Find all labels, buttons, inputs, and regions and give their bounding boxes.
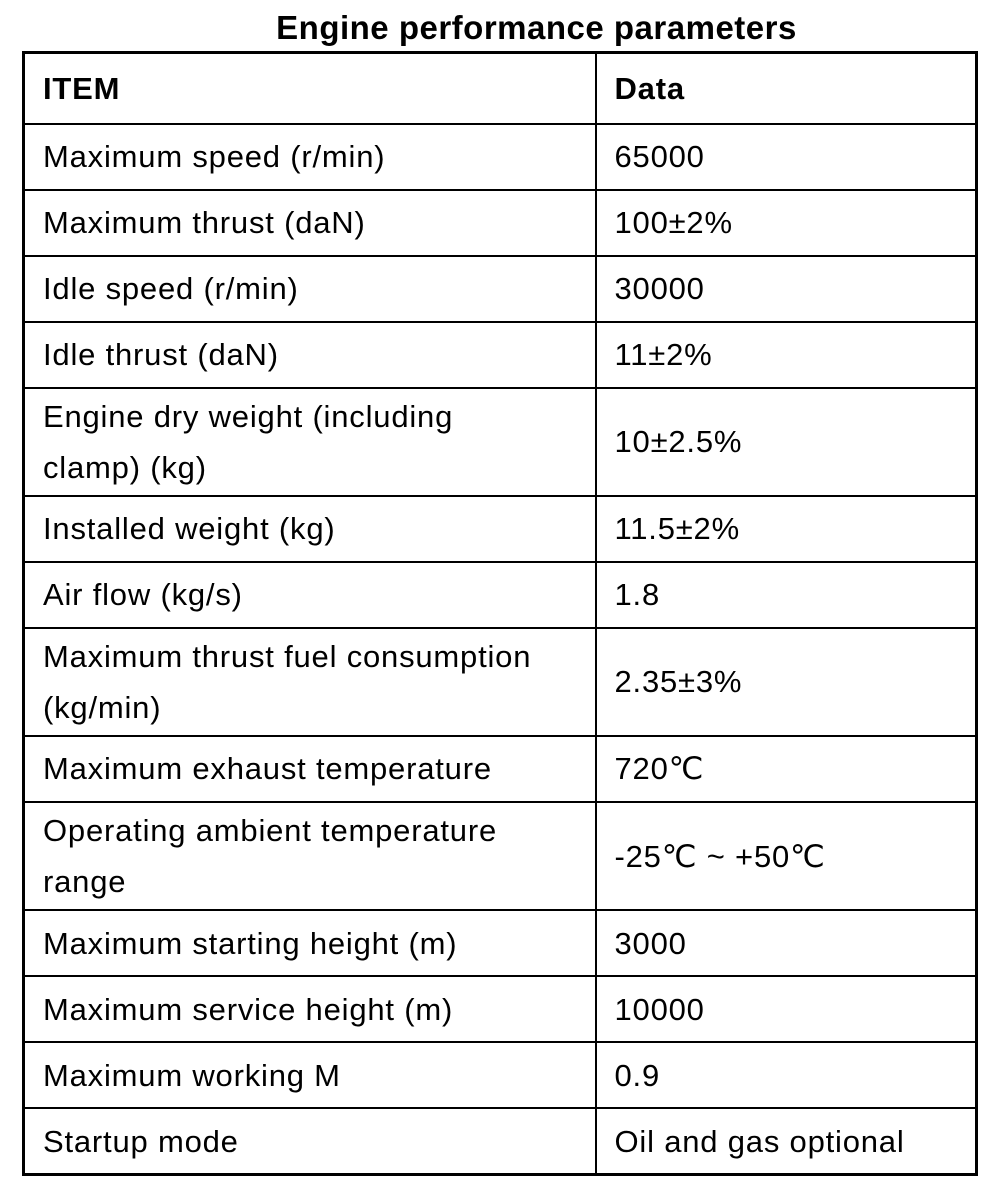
page-title: Engine performance parameters	[276, 9, 797, 46]
item-cell: Maximum starting height (m)	[22, 909, 597, 978]
header-row: ITEM Data	[22, 51, 978, 125]
item-cell: Maximum thrust fuel consumption (kg/min)	[22, 626, 597, 738]
item-cell: Maximum exhaust temperature	[22, 735, 597, 804]
table-row: Air flow (kg/s) 1.8	[22, 560, 978, 629]
item-cell: Idle speed (r/min)	[22, 254, 597, 323]
table-row: Maximum thrust (daN) 100±2%	[22, 188, 978, 257]
table-row: Maximum working M 0.9	[22, 1041, 978, 1110]
item-cell: Air flow (kg/s)	[22, 560, 597, 629]
table-row: Installed weight (kg) 11.5±2%	[22, 494, 978, 563]
table-row: Maximum service height (m) 10000	[22, 975, 978, 1044]
table-body: Maximum speed (r/min) 65000 Maximum thru…	[22, 122, 978, 1176]
data-cell: 720℃	[594, 735, 978, 804]
data-cell: 0.9	[594, 1041, 978, 1110]
table-row: Maximum thrust fuel consumption (kg/min)…	[22, 626, 978, 738]
table-row: Maximum speed (r/min) 65000	[22, 122, 978, 191]
data-cell: 11.5±2%	[594, 494, 978, 563]
table-row: Startup mode Oil and gas optional	[22, 1107, 978, 1176]
table-row: Engine dry weight (including clamp) (kg)…	[22, 386, 978, 497]
data-cell: 100±2%	[594, 188, 978, 257]
engine-parameters-table: ITEM Data Maximum speed (r/min) 65000 Ma…	[22, 51, 978, 1176]
data-cell: Oil and gas optional	[594, 1107, 978, 1176]
data-cell: 10±2.5%	[594, 386, 978, 497]
data-cell: 2.35±3%	[594, 626, 978, 738]
item-cell: Maximum service height (m)	[22, 975, 597, 1044]
table-row: Operating ambient temperature range -25℃…	[22, 801, 978, 912]
data-cell: 30000	[594, 254, 978, 323]
table-header: ITEM Data	[22, 51, 978, 125]
table-row: Maximum exhaust temperature 720℃	[22, 735, 978, 804]
item-cell: Engine dry weight (including clamp) (kg)	[22, 386, 597, 497]
table-row: Maximum starting height (m) 3000	[22, 909, 978, 978]
data-cell: 10000	[594, 975, 978, 1044]
item-cell: Maximum working M	[22, 1041, 597, 1110]
table-row: Idle thrust (daN) 11±2%	[22, 320, 978, 389]
item-cell: Maximum speed (r/min)	[22, 122, 597, 191]
item-cell: Installed weight (kg)	[22, 494, 597, 563]
data-cell: 11±2%	[594, 320, 978, 389]
table-row: Idle speed (r/min) 30000	[22, 254, 978, 323]
item-cell: Maximum thrust (daN)	[22, 188, 597, 257]
data-cell: 1.8	[594, 560, 978, 629]
data-cell: 65000	[594, 122, 978, 191]
header-cell-item: ITEM	[22, 51, 597, 125]
item-cell: Startup mode	[22, 1107, 597, 1176]
data-cell: 3000	[594, 909, 978, 978]
item-cell: Operating ambient temperature range	[22, 801, 597, 912]
header-cell-data: Data	[594, 51, 978, 125]
item-cell: Idle thrust (daN)	[22, 320, 597, 389]
data-cell: -25℃ ~ +50℃	[594, 801, 978, 912]
